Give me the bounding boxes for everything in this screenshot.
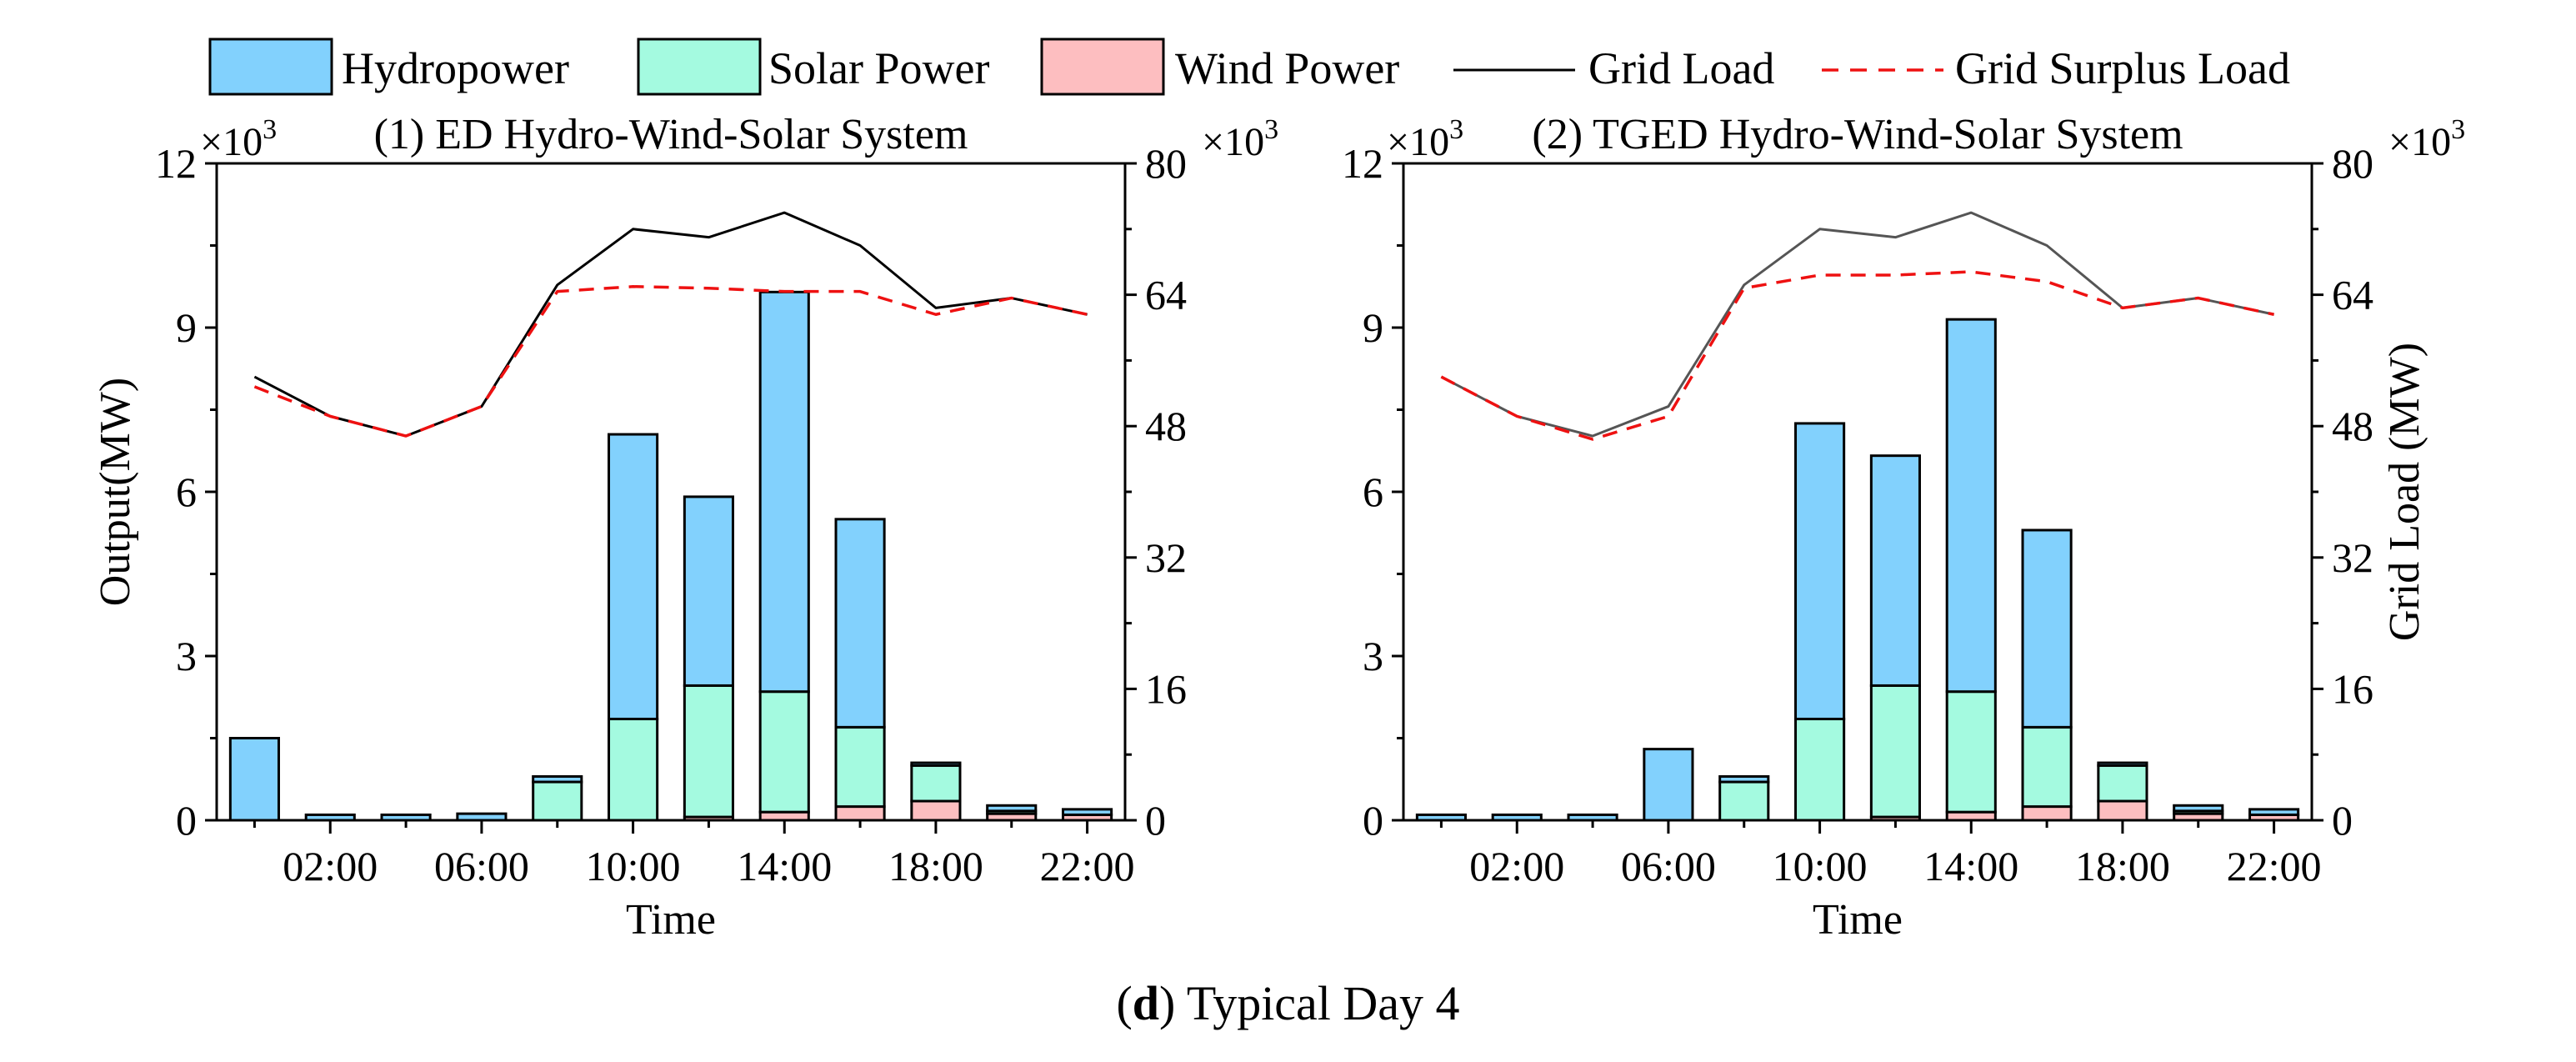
caption-letter: d xyxy=(1132,976,1160,1030)
y2-tick-label: 80 xyxy=(2332,140,2373,187)
bar-wind-power xyxy=(834,805,886,822)
bar-hydropower xyxy=(1062,808,1113,816)
x-tick-label: 14:00 xyxy=(1923,843,2018,889)
chart-title: (1) ED Hydro-Wind-Solar System xyxy=(374,111,968,158)
bar-solar-power xyxy=(1869,684,1921,819)
bar-hydropower xyxy=(1945,318,1997,694)
plot-frame xyxy=(215,162,1127,822)
bar-hydropower xyxy=(683,495,734,687)
grid-load-line xyxy=(1440,211,2274,438)
y2-axis-multiplier: ×103 xyxy=(1202,114,1278,164)
y2-tick-label: 64 xyxy=(2332,272,2373,318)
legend-wind-swatch xyxy=(1040,38,1165,96)
bar-hydropower xyxy=(228,737,280,822)
bar-solar-power xyxy=(608,718,659,822)
x-axis-title: Time xyxy=(1813,896,1903,944)
y-tick-label: 6 xyxy=(1363,468,1383,515)
y-tick-label: 0 xyxy=(176,797,197,844)
y-tick-label: 0 xyxy=(1363,797,1383,844)
y-tick-label: 6 xyxy=(176,468,197,515)
bar-hydropower xyxy=(758,290,810,694)
legend-hydropower-swatch xyxy=(208,38,333,96)
y2-tick-label: 0 xyxy=(1145,797,1166,844)
bar-solar-power xyxy=(2021,725,2073,809)
figure-caption: (d) Typical Day 4 xyxy=(1116,976,1460,1030)
x-axis-title: Time xyxy=(626,896,716,944)
x-tick-label: 10:00 xyxy=(1773,843,1868,889)
bar-solar-power xyxy=(1718,780,1770,822)
x-tick-label: 22:00 xyxy=(1040,843,1135,889)
legend: Hydropower Solar Power Wind Power Grid L… xyxy=(208,38,2290,96)
legend-grid-load-label: Grid Load xyxy=(1588,43,1774,93)
bar-solar-power xyxy=(532,780,583,822)
bar-solar-power xyxy=(758,690,810,814)
caption-text: Typical Day 4 xyxy=(1186,976,1460,1030)
legend-solar-swatch xyxy=(637,38,762,96)
grid-surplus-load-line xyxy=(253,285,1088,438)
bar-hydropower xyxy=(2173,804,2224,813)
y2-tick-label: 48 xyxy=(2332,403,2373,449)
bar-hydropower xyxy=(532,774,583,784)
y-axis-multiplier: ×103 xyxy=(1387,114,1463,164)
bar-hydropower xyxy=(1869,454,1921,687)
y2-tick-label: 32 xyxy=(1145,534,1187,581)
legend-hydropower-label: Hydropower xyxy=(342,43,569,93)
x-tick-label: 06:00 xyxy=(1621,843,1716,889)
bar-solar-power xyxy=(1945,690,1997,814)
grid-surplus-load-line xyxy=(1440,270,2274,441)
chart-panel-ed: (1) ED Hydro-Wind-Solar System 0 3 6 9 12 0 16 3… xyxy=(92,111,1278,944)
bar-hydropower xyxy=(1718,774,1770,784)
y2-tick-label: 32 xyxy=(2332,534,2373,581)
x-tick-label: 18:00 xyxy=(2075,843,2170,889)
y-tick-label: 9 xyxy=(1363,304,1383,351)
bar-solar-power xyxy=(910,764,962,803)
chart-title: (2) TGED Hydro-Wind-Solar System xyxy=(1532,111,2183,158)
y2-tick-label: 16 xyxy=(2332,665,2373,712)
x-tick-label: 02:00 xyxy=(1469,843,1564,889)
y-tick-label: 3 xyxy=(1363,633,1383,679)
bar-solar-power xyxy=(1794,718,1846,822)
bar-hydropower xyxy=(1643,748,1694,822)
bar-solar-power xyxy=(834,725,886,809)
bar-wind-power xyxy=(2097,799,2148,822)
bar-hydropower xyxy=(608,433,659,721)
plot-frame xyxy=(1402,162,2313,822)
bar-solar-power xyxy=(683,684,734,819)
legend-wind-label: Wind Power xyxy=(1175,43,1399,93)
y-tick-label: 9 xyxy=(176,304,197,351)
y2-tick-label: 80 xyxy=(1145,140,1187,187)
bar-solar-power xyxy=(2097,764,2148,803)
y-axis-multiplier: ×103 xyxy=(200,114,277,164)
y2-tick-label: 48 xyxy=(1145,403,1187,449)
x-tick-label: 06:00 xyxy=(434,843,529,889)
y-tick-label: 12 xyxy=(155,140,197,187)
bar-hydropower xyxy=(834,518,886,729)
y2-tick-label: 64 xyxy=(1145,272,1187,318)
x-tick-label: 22:00 xyxy=(2227,843,2322,889)
bar-wind-power xyxy=(2021,805,2073,822)
grid-load-line xyxy=(253,211,1088,438)
legend-grid-surplus-label: Grid Surplus Load xyxy=(1955,43,2290,93)
x-tick-label: 14:00 xyxy=(737,843,832,889)
y-axis-title: Output(MW) xyxy=(92,378,139,606)
bar-hydropower xyxy=(986,804,1038,813)
y2-axis-title: Grid Load (MW) xyxy=(2381,343,2428,641)
bar-hydropower xyxy=(2097,761,2148,767)
y2-tick-label: 16 xyxy=(1145,665,1187,712)
x-tick-label: 02:00 xyxy=(283,843,378,889)
bar-hydropower xyxy=(1794,422,1846,721)
x-tick-label: 18:00 xyxy=(888,843,983,889)
x-tick-label: 10:00 xyxy=(586,843,681,889)
legend-solar-label: Solar Power xyxy=(768,43,989,93)
chart-panel-tged: (2) TGED Hydro-Wind-Solar System 0 3 6 9 12 0 1… xyxy=(1342,111,2465,944)
bar-hydropower xyxy=(910,761,962,767)
bar-hydropower xyxy=(2248,808,2300,816)
y2-axis-multiplier: ×103 xyxy=(2388,114,2465,164)
y-tick-label: 3 xyxy=(176,633,197,679)
bar-hydropower xyxy=(2021,528,2073,729)
bar-wind-power xyxy=(910,799,962,822)
y2-tick-label: 0 xyxy=(2332,797,2353,844)
y-tick-label: 12 xyxy=(1342,140,1383,187)
